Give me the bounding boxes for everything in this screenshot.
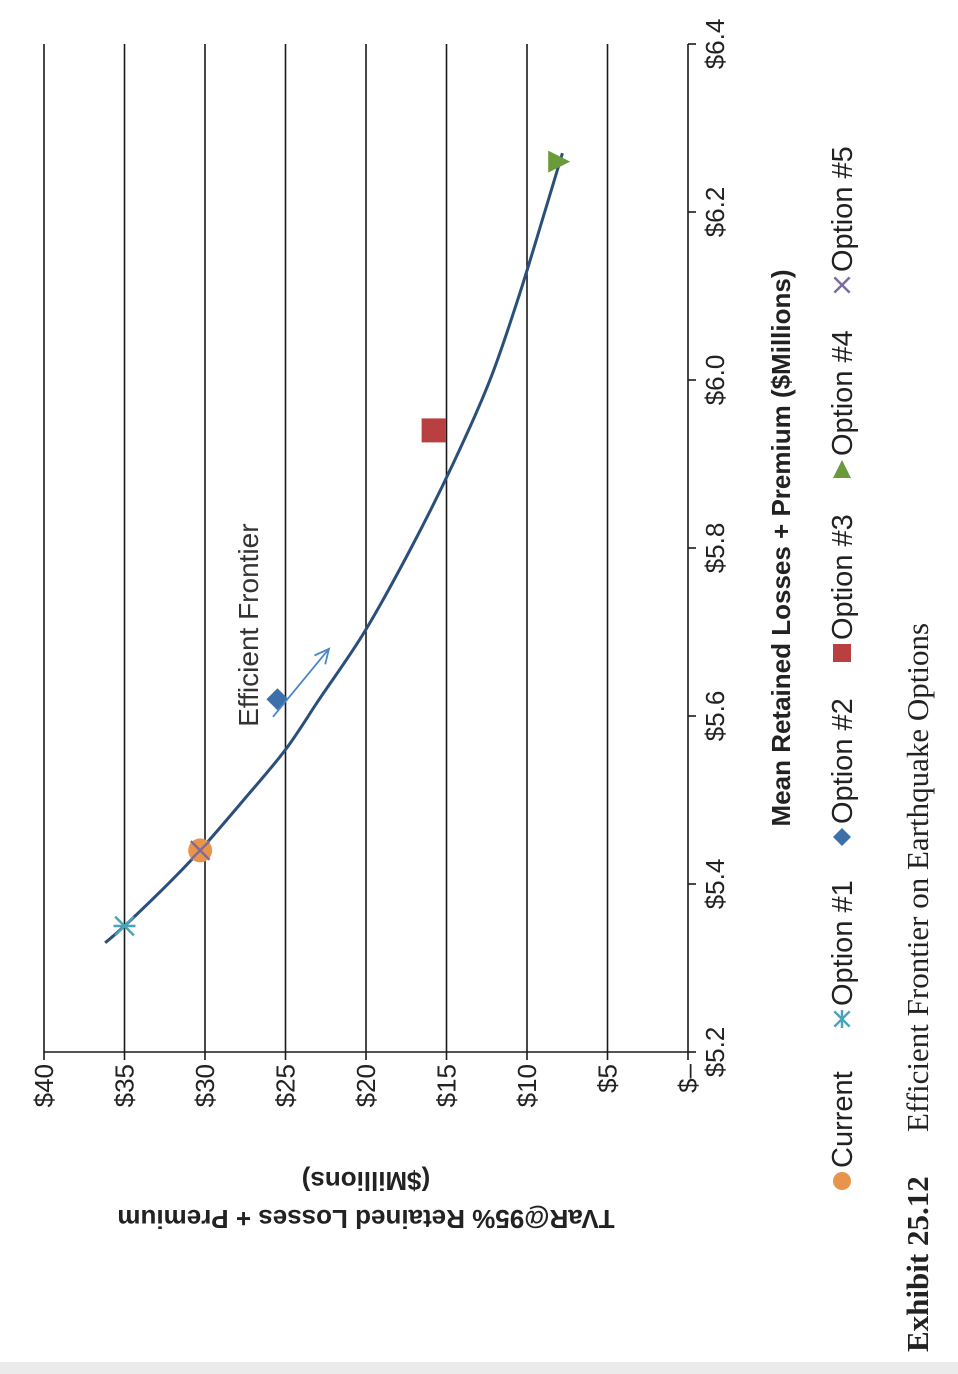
y-tick-label-3: $15 bbox=[432, 1064, 462, 1107]
legend-marker-option-1 bbox=[833, 1010, 851, 1028]
x-axis-title-group: Mean Retained Losses + Premium ($Million… bbox=[766, 270, 796, 827]
legend-marker-option-2 bbox=[833, 828, 851, 846]
legend-group: Current Option #1 Option #2 Option #3 Option… bbox=[827, 146, 859, 1190]
legend-marker-option-5 bbox=[833, 276, 851, 294]
legend-label-option-1: Option #1 bbox=[827, 880, 859, 1006]
x-tick-label-group-3: $5.8 bbox=[700, 523, 730, 574]
y-tick-label-7: $35 bbox=[110, 1064, 140, 1107]
point-option-3 bbox=[421, 418, 446, 443]
y-tick-label-6: $30 bbox=[190, 1064, 220, 1107]
y-tick-label-group-6: $30 bbox=[190, 1064, 220, 1107]
legend-label-option-4: Option #4 bbox=[827, 330, 859, 456]
caption: Exhibit 25.12 Efficient Frontier on Eart… bbox=[900, 623, 935, 1352]
x-tick-label-1: $5.4 bbox=[700, 859, 730, 910]
legend-label-current: Current bbox=[827, 1071, 859, 1168]
legend-marker-option-4 bbox=[833, 460, 851, 478]
y-tick-label-group-1: $5 bbox=[593, 1064, 623, 1093]
caption-exhibit: Exhibit 25.12 bbox=[900, 1176, 935, 1352]
x-tick-label-2: $5.6 bbox=[700, 691, 730, 742]
legend-label-option-2: Option #2 bbox=[827, 698, 859, 824]
frontier-layer bbox=[104, 152, 564, 944]
point-option-5-stroke-b bbox=[189, 840, 211, 861]
legend: Current Option #1 Option #2 Option #3 Option… bbox=[827, 146, 859, 1190]
x-tick-label-group-5: $6.2 bbox=[700, 187, 730, 238]
legend-marker-current bbox=[833, 1172, 851, 1190]
legend-label-option-5: Option #5 bbox=[827, 146, 859, 272]
x-tick-label-group-2: $5.6 bbox=[700, 691, 730, 742]
y-axis-title-line2: ($Millions) bbox=[302, 1166, 431, 1196]
y-tick-label-group-3: $15 bbox=[432, 1064, 462, 1107]
y-tick-label-group-7: $35 bbox=[110, 1064, 140, 1107]
annotation-arrow-shaft bbox=[272, 648, 330, 718]
y-tick-label-group-4: $20 bbox=[351, 1064, 381, 1107]
axes bbox=[43, 43, 696, 1060]
x-tick-label-group-0: $5.2 bbox=[700, 1027, 730, 1078]
data-points bbox=[113, 150, 571, 937]
annotation: Efficient Frontier bbox=[233, 523, 331, 727]
x-tick-label-group-4: $6.0 bbox=[700, 355, 730, 406]
annotation-label-group: Efficient Frontier bbox=[233, 523, 264, 726]
point-option-4 bbox=[548, 150, 571, 173]
x-tick-label-group-1: $5.4 bbox=[700, 859, 730, 910]
y-tick-label-0: $– bbox=[673, 1063, 703, 1092]
x-tick-label-3: $5.8 bbox=[700, 523, 730, 574]
x-tick-label-6: $6.4 bbox=[700, 19, 730, 70]
y-tick-label-group-5: $25 bbox=[271, 1064, 301, 1107]
y-tick-label-group-8: $40 bbox=[29, 1064, 59, 1107]
x-tick-label-group-6: $6.4 bbox=[700, 19, 730, 70]
x-axis-title: Mean Retained Losses + Premium ($Million… bbox=[766, 270, 796, 827]
legend-marker-option-3 bbox=[833, 644, 851, 662]
caption-title: Efficient Frontier on Earthquake Options bbox=[900, 623, 935, 1132]
gridlines bbox=[43, 44, 609, 1052]
y-axis-title-line1: TVaR@95% Retained Losses + Premium bbox=[117, 1204, 614, 1234]
x-tick-label-5: $6.2 bbox=[700, 187, 730, 238]
y-tick-label-8: $40 bbox=[29, 1064, 59, 1107]
y-axis-title-group: TVaR@95% Retained Losses + Premium ($Mill… bbox=[117, 1166, 614, 1234]
annotation-label: Efficient Frontier bbox=[233, 523, 264, 726]
point-option-5 bbox=[189, 840, 211, 861]
x-tick-label-0: $5.2 bbox=[700, 1027, 730, 1078]
x-tick-label-4: $6.0 bbox=[700, 355, 730, 406]
legend-marker-option-5-stroke-b bbox=[833, 276, 851, 294]
annotation-arrow-head bbox=[314, 647, 331, 665]
efficient-frontier-curve bbox=[104, 152, 564, 944]
y-tick-label-1: $5 bbox=[593, 1064, 623, 1093]
y-tick-label-group-0: $– bbox=[673, 1063, 703, 1092]
point-option-1 bbox=[113, 915, 136, 937]
y-tick-label-4: $20 bbox=[351, 1064, 381, 1107]
y-tick-label-group-2: $10 bbox=[512, 1064, 542, 1107]
y-tick-label-2: $10 bbox=[512, 1064, 542, 1107]
labels: $5.2 $5.4 $5.6 $5.8 $6.0 $6.2 $6.4 $– $5 $10 $15 $2… bbox=[29, 19, 796, 1234]
legend-label-option-3: Option #3 bbox=[827, 514, 859, 640]
y-tick-label-5: $25 bbox=[271, 1064, 301, 1107]
